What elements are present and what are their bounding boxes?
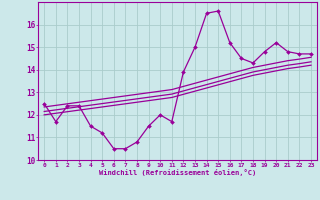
X-axis label: Windchill (Refroidissement éolien,°C): Windchill (Refroidissement éolien,°C) [99, 169, 256, 176]
